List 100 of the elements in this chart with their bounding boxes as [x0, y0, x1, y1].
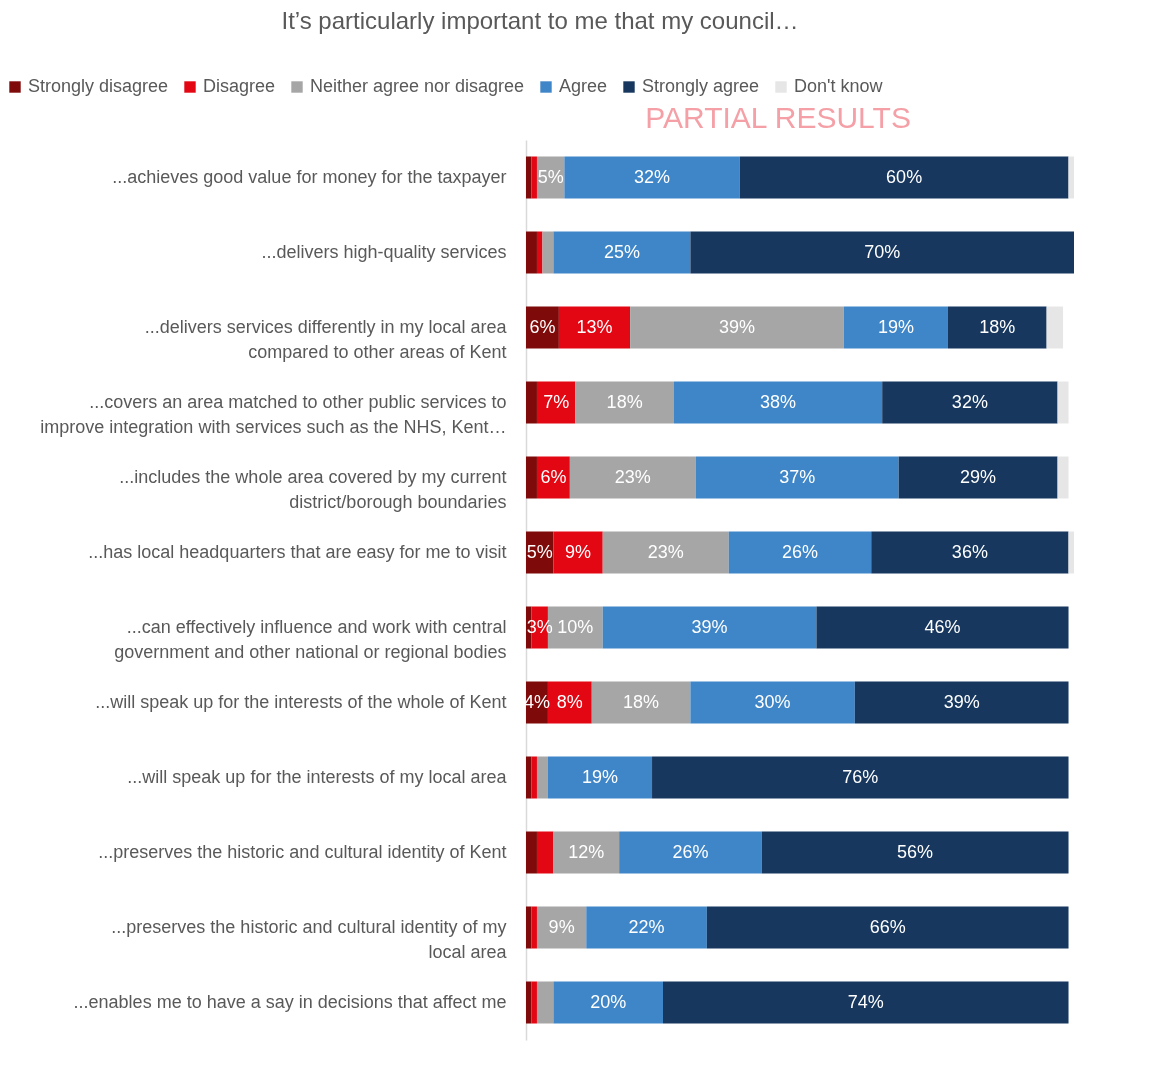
bar — [854, 681, 1069, 724]
legend-label: Agree — [559, 76, 608, 96]
bar — [898, 456, 1058, 499]
bar — [652, 756, 1069, 799]
bar — [761, 831, 1069, 874]
y-tick-label: ...preserves the historic and cultural identity of my local area — [111, 916, 508, 962]
legend-label: Don't know — [794, 76, 884, 96]
data-label: 39% — [718, 316, 755, 337]
data-label: 10% — [557, 616, 594, 637]
bar — [526, 156, 532, 199]
bar — [531, 981, 537, 1024]
data-label: 25% — [603, 241, 640, 262]
data-label: 56% — [897, 841, 934, 862]
data-label: 5% — [526, 541, 553, 562]
data-label: 46% — [924, 616, 961, 637]
data-label: 13% — [576, 316, 613, 337]
bar — [602, 531, 729, 574]
y-tick-label: ...has local headquarters that are easy for me to visit — [88, 541, 507, 562]
y-tick-label: ...delivers high-quality services — [261, 241, 507, 262]
data-label: 32% — [634, 166, 671, 187]
bar — [536, 831, 554, 874]
bar — [706, 906, 1069, 949]
bar — [553, 231, 691, 274]
data-label: 66% — [869, 916, 906, 937]
y-tick-label: ...includes the whole area covered by my current district/borough boundaries — [119, 466, 507, 512]
bar — [553, 981, 663, 1024]
bar — [526, 456, 537, 499]
data-label: 23% — [614, 466, 651, 487]
bar — [547, 756, 653, 799]
data-label: 36% — [951, 541, 988, 562]
legend-label: Disagree — [203, 76, 276, 96]
y-tick-label: ...delivers services differently in my local area compared to other areas of Kent — [144, 316, 508, 362]
bar — [1057, 381, 1069, 424]
bar — [695, 456, 899, 499]
bar — [591, 681, 691, 724]
bar — [536, 756, 548, 799]
y-tick-label: ...will speak up for the interests of my local area — [127, 766, 508, 787]
data-label: 18% — [979, 316, 1016, 337]
y-tick-label: ...can effectively influence and work with central government and other national or regional bodies — [114, 616, 507, 662]
bar — [663, 981, 1069, 1024]
y-tick-label: ...covers an area matched to other public services to improve integration with services such as the NHS, Kent… — [40, 391, 507, 437]
bar — [728, 531, 872, 574]
data-label: 5% — [537, 166, 564, 187]
bar — [575, 381, 674, 424]
chart-title: It’s particularly important to me that my council… — [281, 7, 799, 34]
data-label: 7% — [543, 391, 570, 412]
bar — [569, 456, 696, 499]
bar — [843, 306, 948, 349]
bar — [526, 756, 532, 799]
data-label: 39% — [943, 691, 980, 712]
bar — [690, 681, 855, 724]
bar — [619, 831, 762, 874]
data-label: 26% — [672, 841, 709, 862]
bar — [536, 981, 554, 1024]
y-tick-label: ...achieves good value for money for the taxpayer — [112, 166, 507, 187]
data-label: 26% — [781, 541, 819, 562]
data-label: 38% — [760, 391, 797, 412]
bar — [1068, 531, 1074, 574]
data-label: 60% — [886, 166, 923, 187]
bar — [526, 906, 532, 949]
data-label: 23% — [647, 541, 684, 562]
data-label: 70% — [864, 241, 901, 262]
bar — [526, 831, 537, 874]
data-label: 19% — [877, 316, 914, 337]
data-label: 37% — [779, 466, 816, 487]
bar — [673, 381, 883, 424]
data-label: 39% — [691, 616, 728, 637]
bar — [816, 606, 1069, 649]
bar — [536, 231, 543, 274]
legend-label: Strongly agree — [642, 76, 760, 96]
bar — [630, 306, 844, 349]
bar — [882, 381, 1058, 424]
bar — [542, 231, 554, 274]
data-label: 22% — [628, 916, 665, 937]
bar — [947, 306, 1047, 349]
data-label: 12% — [568, 841, 605, 862]
bar — [739, 156, 1069, 199]
bar — [1046, 306, 1064, 349]
bar — [602, 606, 817, 649]
bar — [558, 306, 631, 349]
bar — [536, 906, 587, 949]
bar — [1068, 156, 1074, 199]
bar — [553, 831, 620, 874]
data-label: 8% — [556, 691, 583, 712]
data-label: 30% — [754, 691, 791, 712]
data-label: 76% — [842, 766, 879, 787]
y-tick-label: ...preserves the historic and cultural identity of Kent — [98, 841, 507, 862]
data-label: 20% — [590, 991, 627, 1012]
bar — [526, 381, 537, 424]
bar — [690, 231, 1074, 274]
data-label: 9% — [565, 541, 592, 562]
legend-label: Neither agree nor disagree — [310, 76, 525, 96]
bar — [871, 531, 1069, 574]
bar — [1057, 456, 1069, 499]
data-label: 6% — [529, 316, 556, 337]
bar — [586, 906, 707, 949]
data-label: 32% — [951, 391, 988, 412]
data-label: 19% — [581, 766, 618, 787]
bar — [531, 156, 537, 199]
bar — [553, 531, 603, 574]
